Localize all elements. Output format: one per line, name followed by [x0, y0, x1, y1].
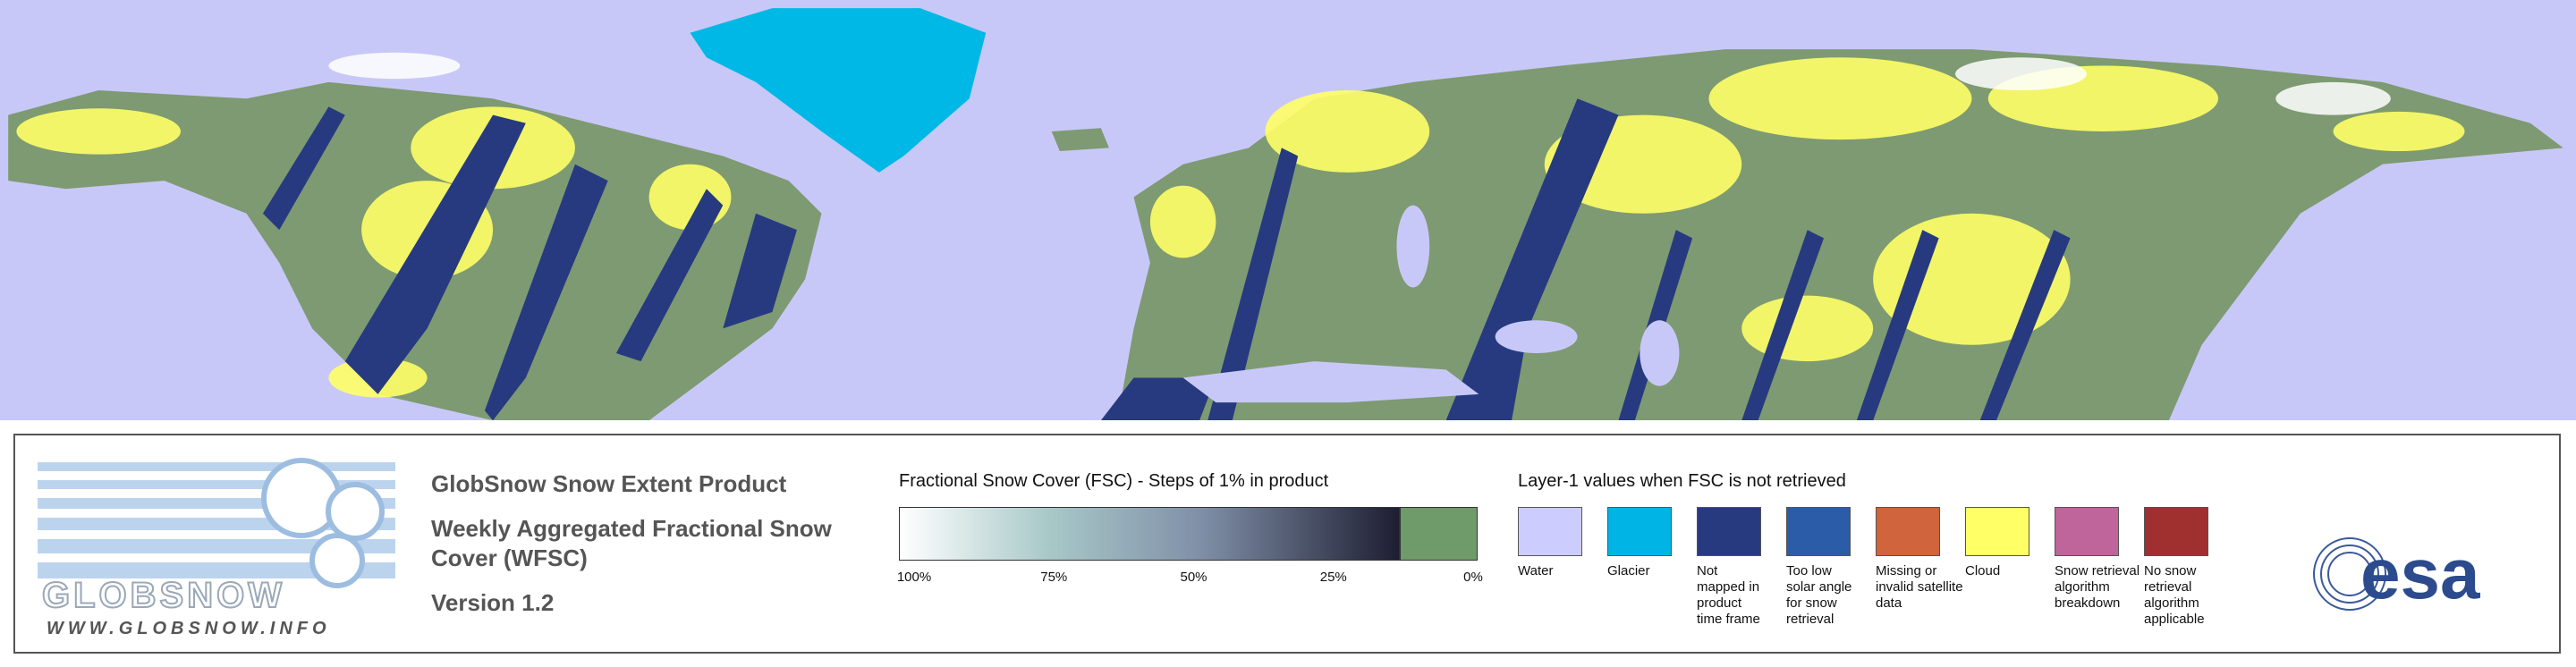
logo-name: GLOBSNOW: [42, 576, 285, 615]
product-subtitle: Weekly Aggregated Fractional Snow Cover …: [431, 514, 832, 573]
legend-label-line: solar angle: [1786, 579, 1852, 595]
legend-label: No snow retrieval algorithm applicable: [2144, 563, 2233, 628]
legend-label-line: algorithm: [2144, 595, 2199, 611]
legend-swatch: [1876, 507, 1940, 556]
globsnow-logo: GLOBSNOW WWW.GLOBSNOW.INFO: [38, 458, 395, 638]
legend-swatch: [1518, 507, 1582, 556]
legend-label: Water: [1518, 563, 1607, 579]
legend-label-line: for snow: [1786, 595, 1837, 611]
esa-logo: esa: [2313, 534, 2480, 613]
legend-label-line: Snow retrieval: [2055, 563, 2140, 578]
land: [8, 8, 2563, 420]
legend-label: Too low solar angle for snow retrieval: [1786, 563, 1876, 628]
legend-label-line: Glacier: [1607, 563, 1650, 578]
colorbar-tick-label: 75%: [1040, 570, 1068, 585]
snow-map: [0, 0, 2576, 420]
layer1-title: Layer-1 values when FSC is not retrieved: [1518, 471, 1846, 491]
legend-label-line: retrieval: [1786, 612, 1835, 627]
colorbar-snowfree: [1400, 507, 1478, 561]
subtitle-line: Weekly Aggregated Fractional Snow: [431, 515, 832, 542]
legend-swatch: [1607, 507, 1672, 556]
legend-panel: GLOBSNOW WWW.GLOBSNOW.INFO GlobSnow Snow…: [13, 434, 2561, 654]
colorbar-gradient: [899, 507, 1400, 561]
legend-label: Glacier: [1607, 563, 1697, 579]
legend-label-line: data: [1876, 595, 1902, 611]
legend-swatch: [1965, 507, 2029, 556]
legend-swatch: [1786, 507, 1851, 556]
legend-label-line: invalid satellite: [1876, 579, 1963, 595]
legend-swatch: [2055, 507, 2119, 556]
legend-label-line: algorithm: [2055, 579, 2110, 595]
colorbar-title: Fractional Snow Cover (FSC) - Steps of 1…: [899, 471, 1329, 491]
legend-label-line: Not: [1697, 563, 1718, 578]
legend-label-line: applicable: [2144, 612, 2205, 627]
legend-label-line: product: [1697, 595, 1742, 611]
legend-label: Not mapped in product time frame: [1697, 563, 1786, 628]
colorbar-tick-label: 25%: [1319, 570, 1347, 585]
legend-label-line: No snow: [2144, 563, 2197, 578]
product-version: Version 1.2: [431, 589, 555, 616]
legend-label: Cloud: [1965, 563, 2055, 579]
colorbar-tick-label: 100%: [896, 570, 932, 585]
colorbar-tick-label: 50%: [1180, 570, 1208, 585]
legend-label: Snow retrieval algorithm breakdown: [2055, 563, 2144, 612]
legend-label-line: Water: [1518, 563, 1554, 578]
legend-label-line: mapped in: [1697, 579, 1760, 595]
subtitle-line: Cover (WFSC): [431, 545, 588, 571]
logo-url: WWW.GLOBSNOW.INFO: [47, 619, 331, 638]
legend-label-line: Cloud: [1965, 563, 2001, 578]
esa-name: esa: [2360, 534, 2480, 613]
legend-label-line: time frame: [1697, 612, 1760, 627]
legend-label-line: Too low: [1786, 563, 1832, 578]
product-title: GlobSnow Snow Extent Product: [431, 470, 787, 497]
legend-label-line: Missing or: [1876, 563, 1937, 578]
legend-swatch: [2144, 507, 2208, 556]
legend-swatch: [1697, 507, 1761, 556]
legend-label-line: breakdown: [2055, 595, 2121, 611]
legend-label-line: retrieval: [2144, 579, 2192, 595]
legend-label: Missing or invalid satellite data: [1876, 563, 1965, 612]
colorbar-tick-label: 0%: [1463, 570, 1483, 585]
